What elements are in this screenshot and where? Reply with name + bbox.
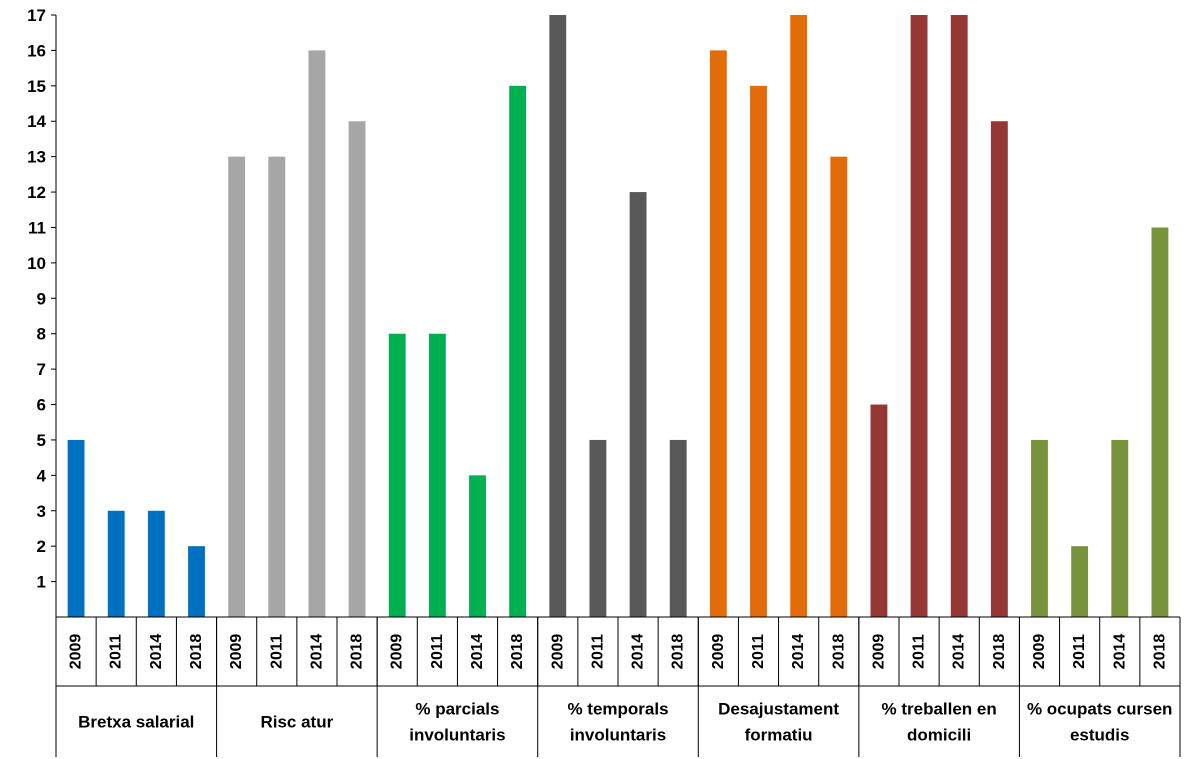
x-tick-label: 2018 xyxy=(188,634,205,670)
x-tick-label: 2009 xyxy=(1031,634,1048,670)
bar xyxy=(228,156,246,617)
bar xyxy=(308,50,326,618)
group-label: involuntaris xyxy=(570,726,666,745)
y-tick-label: 2 xyxy=(37,537,46,556)
x-tick-label: 2014 xyxy=(1111,634,1128,670)
x-tick-label: 2018 xyxy=(349,634,366,670)
bars-layer xyxy=(67,15,1169,618)
bar xyxy=(870,404,888,617)
x-tick-label: 2011 xyxy=(108,634,125,669)
axes-layer xyxy=(51,14,1181,757)
bar xyxy=(950,15,968,617)
x-tick-label: 2018 xyxy=(509,634,526,670)
x-tick-label: 2014 xyxy=(951,634,968,670)
x-tick-label: 2011 xyxy=(268,634,285,669)
x-tick-label: 2011 xyxy=(750,634,767,669)
y-tick-label: 6 xyxy=(37,396,46,415)
y-tick-label: 16 xyxy=(27,41,46,60)
bar xyxy=(268,156,286,617)
group-label: formatiu xyxy=(745,726,813,745)
x-tick-label: 2014 xyxy=(469,634,486,670)
x-tick-label: 2018 xyxy=(1151,634,1168,670)
x-tick-label: 2011 xyxy=(911,634,928,669)
bar xyxy=(589,439,607,617)
group-label: % treballen en xyxy=(882,700,997,719)
x-tick-label: 2014 xyxy=(630,634,647,670)
bar xyxy=(1151,227,1169,617)
bar xyxy=(509,85,527,617)
x-tick-label: 2018 xyxy=(670,634,687,670)
x-tick-label: 2014 xyxy=(790,634,807,670)
bar xyxy=(428,333,446,617)
bar xyxy=(67,439,85,617)
y-tick-label: 12 xyxy=(27,183,46,202)
x-tick-label: 2011 xyxy=(1071,634,1088,669)
y-tick-label: 3 xyxy=(37,502,46,521)
x-tick-label: 2011 xyxy=(429,634,446,669)
bar xyxy=(107,510,125,617)
y-tick-label: 10 xyxy=(27,254,46,273)
bar xyxy=(750,85,767,617)
group-label: estudis xyxy=(1070,726,1130,745)
bar xyxy=(990,121,1008,618)
group-label: % ocupats cursen xyxy=(1027,700,1173,719)
bar xyxy=(469,475,486,617)
x-tick-label: 2018 xyxy=(830,634,847,670)
x-tick-label: 2011 xyxy=(589,634,606,669)
y-tick-label: 11 xyxy=(28,218,46,237)
y-tick-label: 13 xyxy=(27,148,46,167)
group-label: % parcials xyxy=(415,700,499,719)
y-tick-label: 7 xyxy=(37,360,46,379)
y-tick-label: 15 xyxy=(27,77,46,96)
y-tick-label: 5 xyxy=(37,431,46,450)
bar xyxy=(790,15,808,617)
bar xyxy=(1111,439,1129,617)
x-tick-label: 2014 xyxy=(308,634,325,670)
bar xyxy=(1071,546,1089,617)
x-tick-label: 2009 xyxy=(389,634,406,670)
x-tick-label: 2009 xyxy=(549,634,566,670)
group-label: involuntaris xyxy=(409,726,505,745)
bar xyxy=(910,15,928,617)
bar xyxy=(147,510,165,617)
y-tick-label: 9 xyxy=(37,289,46,308)
bar xyxy=(629,192,647,617)
y-tick-label: 14 xyxy=(27,112,46,131)
bar xyxy=(348,121,366,618)
y-tick-label: 1 xyxy=(37,573,46,592)
bar xyxy=(1031,439,1048,617)
x-tick-label: 2018 xyxy=(991,634,1008,670)
group-label: Bretxa salarial xyxy=(78,713,194,732)
x-tick-label: 2009 xyxy=(228,634,245,670)
group-label: domicili xyxy=(907,726,971,745)
bar xyxy=(188,546,205,617)
y-tick-label: 17 xyxy=(27,6,46,25)
bar xyxy=(388,333,406,617)
x-tick-label: 2014 xyxy=(148,634,165,670)
group-label: Risc atur xyxy=(260,713,333,732)
bar xyxy=(830,156,848,617)
group-label: % temporals xyxy=(567,700,668,719)
group-label: Desajustament xyxy=(718,700,839,719)
x-tick-label: 2009 xyxy=(710,634,727,670)
y-tick-label: 4 xyxy=(37,466,47,485)
x-tick-label: 2009 xyxy=(870,634,887,670)
x-tick-label: 2009 xyxy=(68,634,85,670)
bar xyxy=(549,15,567,617)
bar xyxy=(669,439,687,617)
y-tick-label: 8 xyxy=(37,325,46,344)
bar xyxy=(709,50,727,618)
